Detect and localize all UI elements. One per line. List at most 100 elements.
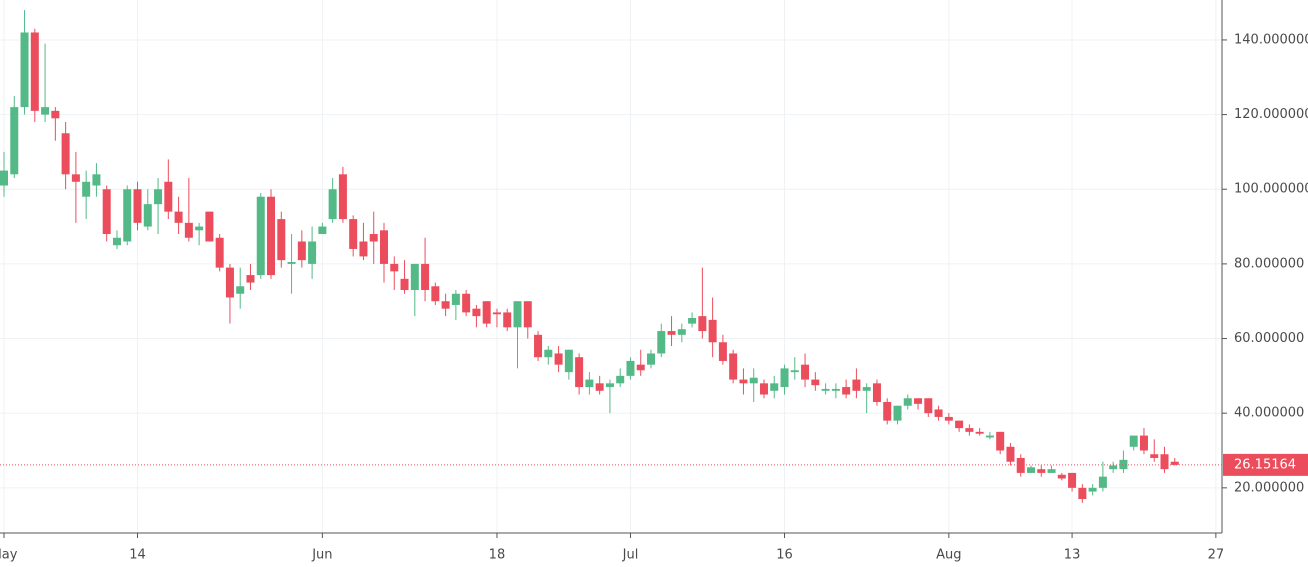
y-tick-label: 40.000000 — [1234, 406, 1304, 421]
candle-body — [267, 196, 276, 276]
candle-body — [174, 211, 183, 223]
candle-body — [636, 364, 645, 371]
candle-body — [1129, 435, 1138, 447]
candle-body — [205, 211, 214, 242]
candle-body — [154, 189, 163, 205]
candle-body — [369, 234, 378, 242]
x-tick-label: 16 — [776, 548, 793, 563]
candle-body — [790, 370, 799, 373]
candle-body — [821, 388, 830, 391]
y-tick-label: 60.000000 — [1234, 331, 1304, 346]
candle-body — [472, 308, 481, 317]
candle-body — [123, 189, 132, 242]
candle-body — [451, 293, 460, 305]
candle-body — [1027, 467, 1035, 473]
candle-body — [359, 241, 368, 257]
candle-body — [297, 241, 306, 261]
x-tick-label: 18 — [489, 548, 506, 563]
candle-body — [1160, 454, 1169, 470]
candle-body — [903, 398, 912, 406]
candle-body — [852, 379, 861, 391]
candle-body — [256, 196, 265, 276]
candle-body — [102, 189, 111, 235]
candle-body — [482, 301, 491, 324]
candle-body — [605, 383, 614, 388]
x-tick-label: 27 — [1208, 548, 1225, 563]
candle-body — [1047, 469, 1056, 473]
candle-body — [51, 110, 60, 119]
candle-body — [1016, 457, 1025, 473]
candle-body — [112, 237, 121, 246]
candle-body — [308, 241, 317, 264]
candle-body — [996, 431, 1005, 451]
last-price-label: 26.15164 — [1234, 457, 1296, 472]
candle-body — [718, 342, 727, 361]
candle-body — [0, 170, 8, 186]
candle-body — [82, 181, 91, 197]
candle-body — [92, 174, 101, 186]
candle-body — [955, 420, 964, 429]
candle-body — [184, 222, 193, 238]
candle-body — [985, 435, 994, 438]
candle-body — [421, 263, 430, 291]
y-tick-label: 120.000000 — [1234, 107, 1308, 122]
x-tick-label: May — [0, 548, 18, 563]
candle-body — [195, 226, 204, 231]
candle-body — [338, 174, 347, 220]
candle-body — [400, 278, 409, 291]
candle-body — [626, 360, 635, 376]
candle-body — [739, 379, 748, 384]
candle-body — [143, 204, 152, 227]
candle-body — [431, 286, 440, 302]
candle-body — [1109, 465, 1118, 470]
candle-body — [914, 398, 923, 404]
candle-body — [708, 319, 717, 343]
y-tick-label: 80.000000 — [1234, 256, 1304, 271]
candle-body — [924, 398, 933, 414]
candle-body — [441, 301, 450, 309]
candle-body — [801, 364, 810, 380]
candle-body — [287, 262, 296, 264]
candle-body — [1088, 487, 1097, 492]
x-tick-label: Jun — [311, 548, 332, 563]
candle-body — [965, 428, 974, 432]
candle-body — [164, 181, 173, 212]
candle-body — [1006, 446, 1015, 462]
candle-body — [616, 375, 625, 384]
candle-body — [492, 312, 501, 315]
candle-body — [534, 334, 543, 358]
candle-body — [564, 349, 573, 373]
candle-body — [667, 331, 676, 335]
candle-body — [975, 431, 984, 434]
y-tick-label: 100.000000 — [1234, 182, 1308, 197]
candle-body — [20, 32, 29, 108]
candle-body — [1150, 454, 1159, 458]
candle-body — [10, 107, 19, 175]
candle-body — [770, 383, 779, 391]
candle-body — [883, 401, 892, 421]
y-tick-label: 20.000000 — [1234, 480, 1304, 495]
candle-body — [1068, 472, 1077, 488]
candle-body — [215, 237, 224, 268]
candle-body — [554, 353, 563, 365]
candle-body — [71, 174, 80, 182]
candle-body — [657, 331, 666, 354]
candle-body — [503, 312, 512, 328]
candle-body — [379, 230, 388, 264]
candle-body — [41, 107, 50, 115]
candle-body — [872, 383, 881, 402]
candle-body — [585, 379, 594, 388]
candle-body — [410, 263, 419, 291]
candle-body — [698, 316, 707, 332]
candle-body — [462, 293, 471, 313]
candle-body — [523, 301, 532, 328]
candle-body — [811, 379, 820, 386]
candle-body — [61, 133, 70, 175]
candle-body — [318, 226, 327, 235]
candle-body — [688, 318, 697, 324]
candle-body — [513, 301, 522, 328]
candle-body — [1057, 474, 1066, 479]
y-tick-label: 140.000000 — [1234, 32, 1308, 47]
